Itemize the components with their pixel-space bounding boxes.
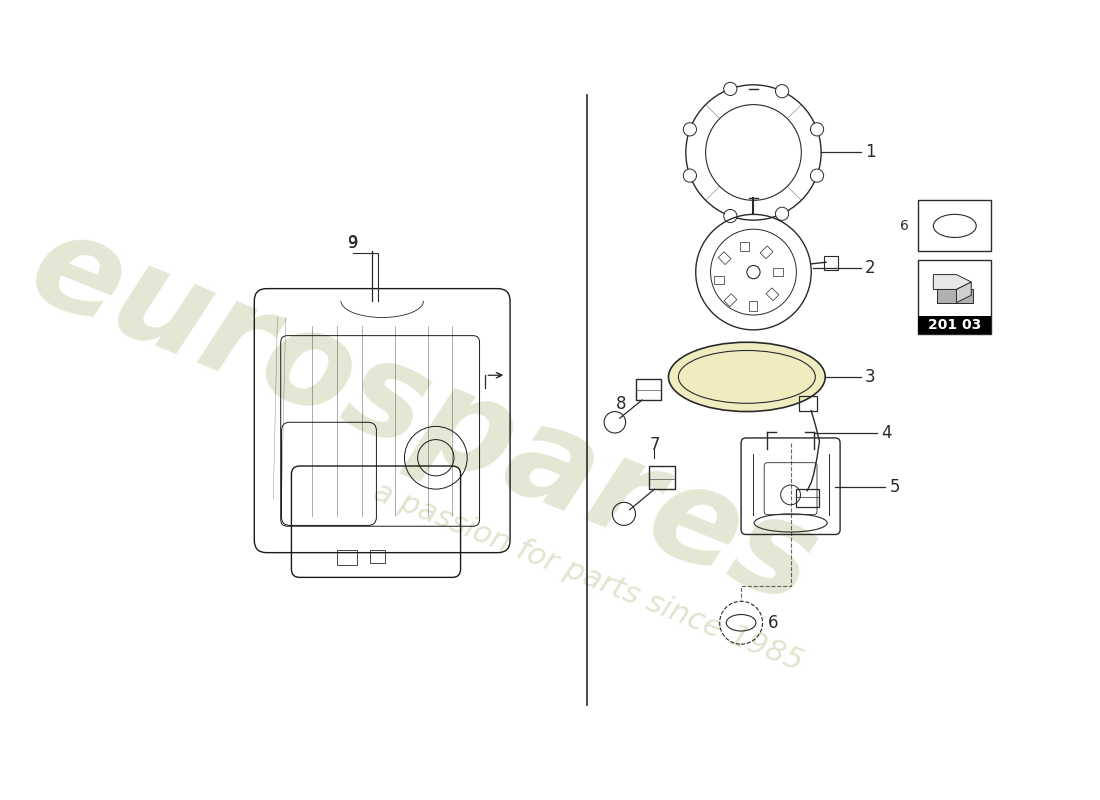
Bar: [918, 200, 991, 251]
Text: 1: 1: [865, 143, 876, 162]
Circle shape: [811, 122, 824, 136]
Circle shape: [811, 169, 824, 182]
Bar: [724, 294, 737, 306]
Text: 4: 4: [881, 424, 892, 442]
Bar: [714, 276, 724, 285]
Circle shape: [776, 85, 789, 98]
Bar: [918, 260, 991, 334]
Text: a passion for parts since 1985: a passion for parts since 1985: [370, 478, 807, 677]
Ellipse shape: [669, 342, 825, 411]
Bar: [740, 242, 748, 251]
Bar: [370, 550, 385, 562]
Bar: [649, 466, 675, 489]
Bar: [936, 290, 972, 302]
Bar: [718, 252, 732, 265]
Text: 8: 8: [616, 395, 627, 413]
Bar: [799, 396, 817, 410]
Bar: [337, 550, 358, 565]
Circle shape: [724, 82, 737, 95]
Text: 6: 6: [900, 219, 909, 233]
Text: 9: 9: [349, 236, 359, 250]
Text: 9: 9: [348, 234, 359, 252]
Bar: [748, 301, 757, 311]
Bar: [824, 257, 838, 270]
Circle shape: [683, 122, 696, 136]
Text: 7: 7: [649, 436, 660, 454]
Text: 5: 5: [890, 478, 900, 496]
Bar: [766, 288, 779, 301]
Text: 201 03: 201 03: [928, 318, 981, 332]
Text: 2: 2: [865, 259, 876, 277]
Polygon shape: [956, 282, 971, 302]
Polygon shape: [933, 274, 971, 290]
Circle shape: [776, 207, 789, 220]
Bar: [760, 246, 773, 258]
Bar: [918, 316, 991, 334]
Bar: [773, 268, 783, 276]
Circle shape: [724, 210, 737, 222]
Text: 3: 3: [865, 368, 876, 386]
Text: eurospares: eurospares: [13, 202, 834, 632]
Bar: [795, 489, 818, 507]
Text: 6: 6: [768, 614, 778, 632]
Bar: [636, 378, 661, 400]
Circle shape: [683, 169, 696, 182]
